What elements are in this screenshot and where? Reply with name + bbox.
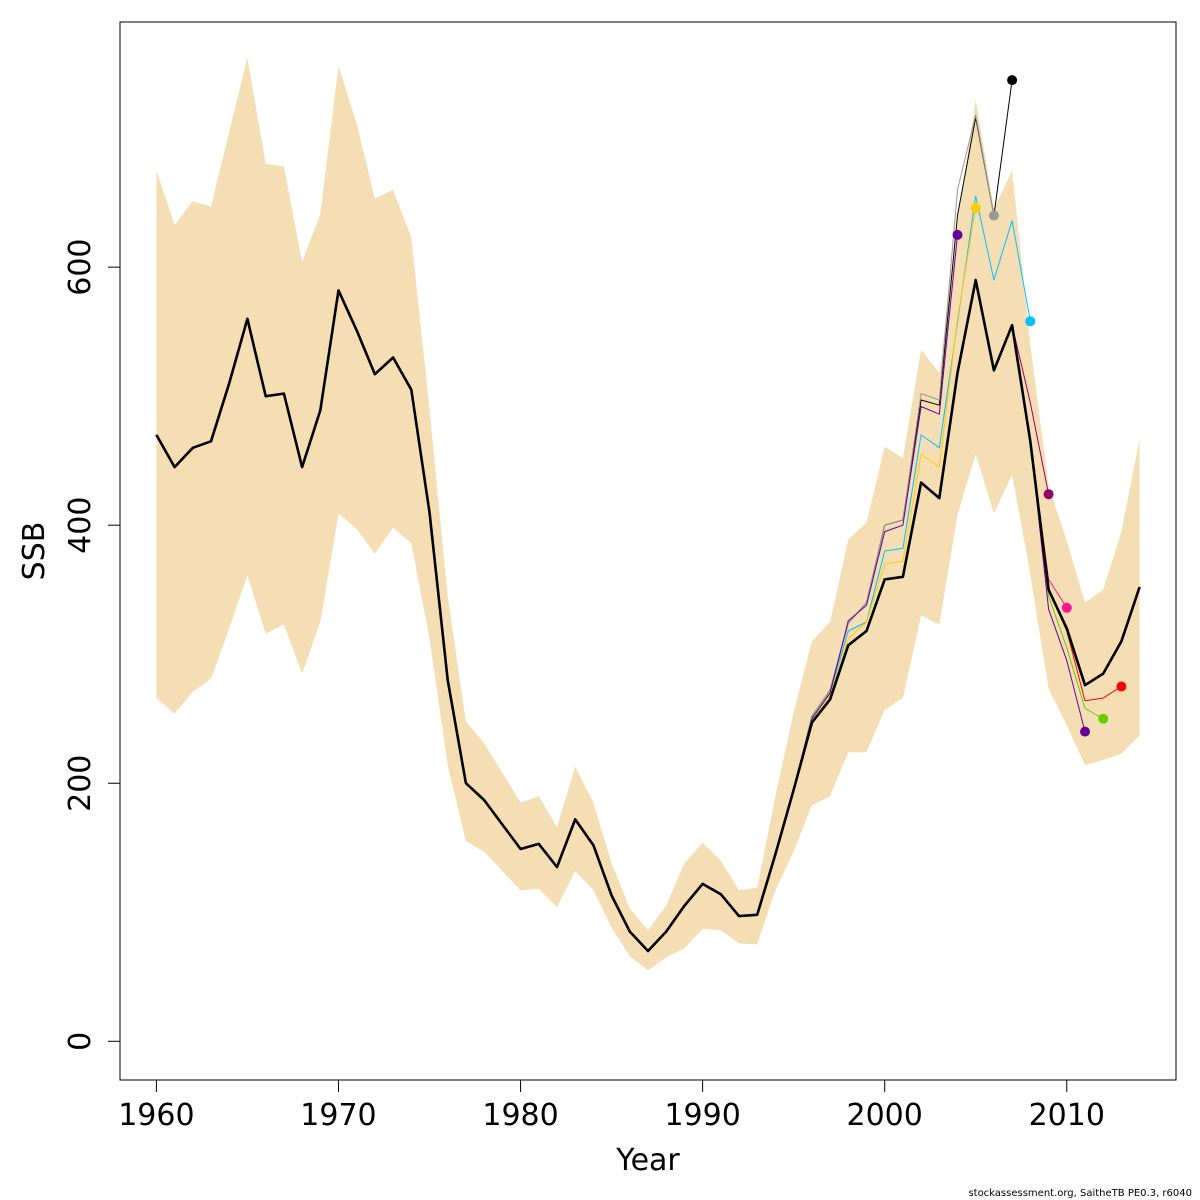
y-tick-label-0: 0 bbox=[63, 1032, 98, 1051]
peel-endpoint-2013 bbox=[1116, 681, 1127, 692]
x-tick-label-1990: 1990 bbox=[664, 1098, 740, 1133]
confidence-band bbox=[156, 58, 1140, 971]
peel-endpoint-2006 bbox=[988, 210, 999, 221]
x-tick-label-1980: 1980 bbox=[482, 1098, 558, 1133]
x-tick-label-2000: 2000 bbox=[847, 1098, 923, 1133]
series-layer bbox=[155, 80, 1141, 953]
peel-endpoint-2005 bbox=[970, 202, 981, 213]
series-line-main bbox=[155, 278, 1141, 953]
peel-endpoint-2012 bbox=[1098, 713, 1109, 724]
x-tick-label-2010: 2010 bbox=[1029, 1098, 1105, 1133]
peel-endpoints-layer bbox=[952, 75, 1127, 737]
x-axis-title: Year bbox=[615, 1143, 680, 1178]
footer-credit: stockassessment.org, SaitheTB PE0.3, r60… bbox=[968, 1188, 1192, 1199]
peel-endpoint-2009 bbox=[1043, 489, 1054, 500]
x-tick-label-1960: 1960 bbox=[118, 1098, 194, 1133]
y-tick-label-200: 200 bbox=[63, 755, 98, 812]
y-tick-label-600: 600 bbox=[63, 239, 98, 296]
y-tick-label-400: 400 bbox=[63, 497, 98, 554]
axes-layer: 1960 1970 1980 1990 2000 2010 0 200 400 600 bbox=[63, 239, 1105, 1133]
peel-endpoint-2010 bbox=[1061, 602, 1072, 613]
peel-endpoint-2004 bbox=[952, 229, 963, 240]
confidence-band-layer bbox=[156, 58, 1140, 971]
peel-endpoint-2007 bbox=[1007, 75, 1018, 86]
peel-endpoint-2011 bbox=[1080, 726, 1090, 737]
peel-endpoint-2008 bbox=[1025, 316, 1036, 327]
x-tick-label-1970: 1970 bbox=[300, 1098, 376, 1133]
y-axis-title: SSB bbox=[17, 522, 52, 581]
